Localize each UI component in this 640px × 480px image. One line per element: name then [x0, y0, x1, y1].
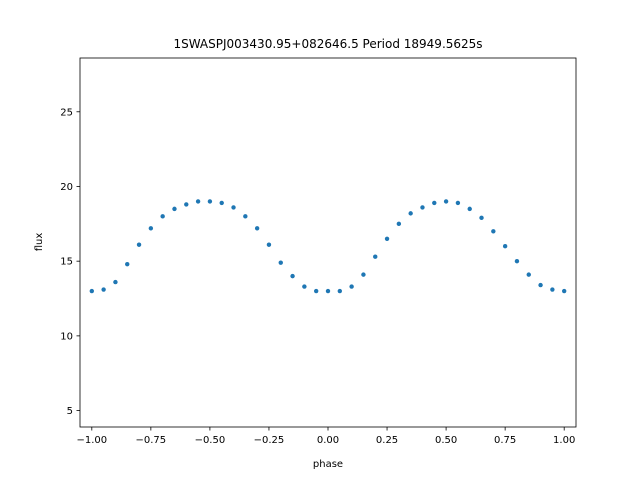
x-tick-label: 0.25 [376, 435, 398, 446]
y-tick-label: 10 [60, 331, 73, 342]
data-point [207, 199, 213, 204]
x-tick-label: −0.75 [136, 435, 167, 446]
x-tick-label: −0.25 [254, 435, 285, 446]
data-point [361, 272, 366, 277]
data-point [172, 206, 177, 212]
data-point [502, 244, 508, 249]
data-point [408, 211, 413, 216]
data-point [561, 288, 567, 294]
data-point [266, 242, 272, 247]
x-axis-ticks: −1.00 −0.75 −0.50 −0.25 0.00 0.25 0.50 0.75 1.00 [76, 427, 575, 446]
y-axis-label: flux [34, 233, 45, 252]
x-tick-label: −0.50 [195, 435, 226, 446]
x-tick-label: 0.75 [494, 435, 516, 446]
x-tick-label: 1.00 [553, 435, 575, 446]
data-point [125, 261, 130, 267]
data-point [113, 279, 118, 285]
data-point [101, 287, 106, 292]
data-point [325, 288, 331, 294]
data-point [148, 226, 154, 231]
data-point [278, 260, 283, 265]
y-tick-label: 5 [67, 406, 73, 417]
data-point [432, 200, 437, 206]
data-point [538, 282, 543, 288]
data-point [550, 287, 555, 292]
data-point [384, 236, 390, 241]
data-point [243, 214, 248, 219]
data-point [302, 284, 307, 289]
data-point [443, 199, 449, 204]
data-point [254, 226, 260, 231]
data-point [526, 272, 531, 277]
data-point [420, 205, 425, 210]
x-tick-label: 0.50 [435, 435, 457, 446]
data-point [184, 202, 189, 207]
chart-title: 1SWASPJ003430.95+082646.5 Period 18949.5… [173, 37, 482, 51]
data-point [290, 273, 295, 279]
data-point [479, 215, 484, 221]
data-point [337, 288, 343, 294]
y-tick-label: 20 [60, 182, 73, 193]
y-axis-ticks: 5 10 15 20 25 [60, 107, 80, 417]
data-points [89, 199, 567, 294]
x-axis-label: phase [313, 459, 343, 470]
data-point [231, 205, 236, 210]
data-point [195, 199, 201, 204]
data-point [349, 284, 354, 289]
data-point [89, 288, 95, 294]
x-tick-label: 0.00 [317, 435, 339, 446]
data-point [396, 221, 402, 227]
data-point [219, 200, 224, 206]
data-point [491, 229, 496, 234]
data-point [455, 200, 461, 206]
x-tick-label: −1.00 [76, 435, 107, 446]
data-point [514, 258, 520, 264]
y-tick-label: 25 [60, 107, 73, 118]
data-point [136, 242, 142, 247]
y-tick-label: 15 [60, 257, 73, 268]
data-point [160, 214, 165, 219]
data-point [467, 206, 472, 212]
data-point [313, 288, 319, 294]
data-point [373, 254, 378, 259]
